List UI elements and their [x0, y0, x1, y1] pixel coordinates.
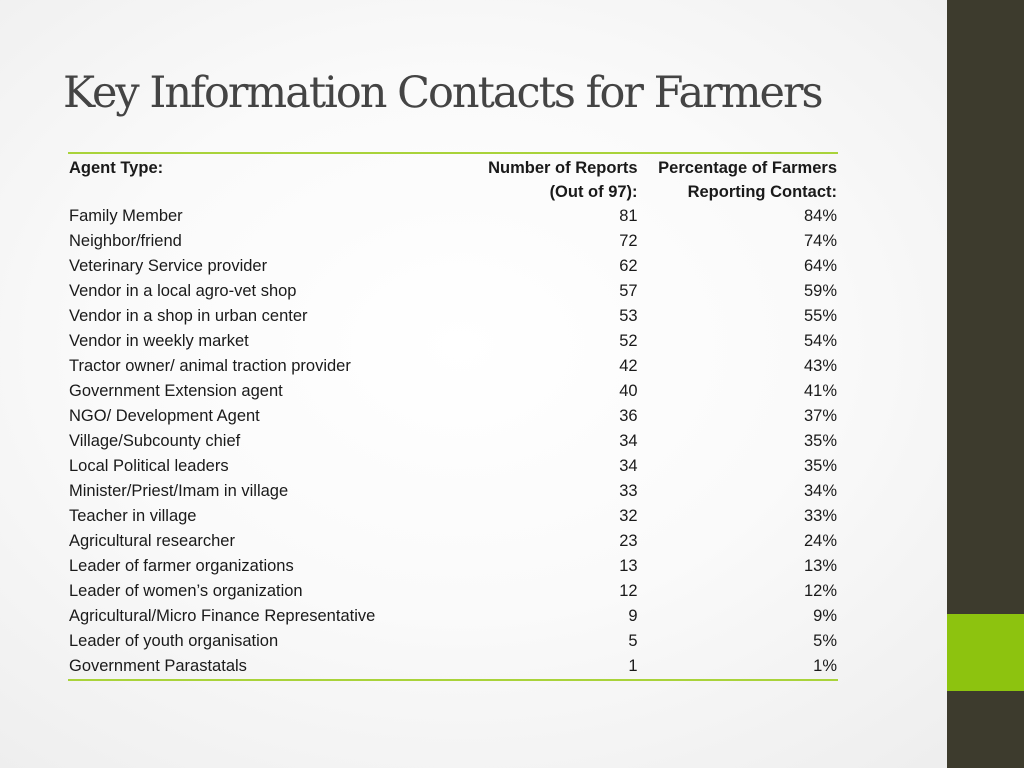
header-percentage: Percentage of Farmers Reporting Contact: — [658, 159, 837, 201]
cell-percentage: 24% — [803, 532, 837, 550]
table-row: Government Extension agent 40 41% — [68, 379, 838, 404]
cell-number-of-reports: 34 — [619, 432, 638, 450]
cell-agent-type: Neighbor/friend — [69, 232, 182, 250]
cell-percentage: 9% — [813, 607, 837, 625]
cell-number-of-reports: 5 — [628, 632, 638, 650]
cell-agent-type: Agricultural/Micro Finance Representativ… — [69, 607, 376, 625]
table-row: Veterinary Service provider 62 64% — [68, 254, 838, 279]
table-row: Leader of farmer organizations 13 13% — [68, 554, 838, 579]
cell-agent-type: Leader of youth organisation — [69, 632, 279, 650]
cell-agent-type: Tractor owner/ animal traction provider — [69, 357, 351, 375]
cell-agent-type: Village/Subcounty chief — [69, 432, 241, 450]
cell-percentage: 64% — [803, 257, 837, 275]
table-row: Agricultural/Micro Finance Representativ… — [68, 604, 838, 629]
cell-percentage: 33% — [803, 507, 837, 525]
table-row: Family Member 81 84% — [68, 204, 838, 229]
table-row: Teacher in village 32 33% — [68, 504, 838, 529]
cell-number-of-reports: 36 — [619, 407, 638, 425]
cell-number-of-reports: 57 — [619, 282, 638, 300]
cell-number-of-reports: 23 — [619, 532, 638, 550]
cell-number-of-reports: 12 — [619, 582, 638, 600]
cell-percentage: 59% — [803, 282, 837, 300]
accent-block — [947, 614, 1024, 691]
cell-number-of-reports: 72 — [619, 232, 638, 250]
cell-number-of-reports: 81 — [619, 207, 638, 225]
cell-number-of-reports: 62 — [619, 257, 638, 275]
cell-agent-type: Vendor in weekly market — [69, 332, 249, 350]
cell-percentage: 74% — [803, 232, 837, 250]
table-row: Vendor in a shop in urban center 53 55% — [68, 304, 838, 329]
table-row: Tractor owner/ animal traction provider 4… — [68, 354, 838, 379]
cell-number-of-reports: 1 — [628, 657, 638, 675]
table-row: Vendor in a local agro-vet shop 57 59% — [68, 279, 838, 304]
cell-agent-type: Leader of farmer organizations — [69, 557, 294, 575]
slide-title: Key Information Contacts for Farmers — [63, 68, 824, 118]
table-row: Vendor in weekly market 52 54% — [68, 329, 838, 354]
cell-percentage: 13% — [803, 557, 837, 575]
cell-percentage: 35% — [803, 457, 837, 475]
table-row: Leader of women’s organization 12 12% — [68, 579, 838, 604]
table-header-row: Agent Type: Number of Reports (Out of 97… — [68, 153, 838, 204]
cell-percentage: 55% — [803, 307, 837, 325]
cell-agent-type: Teacher in village — [69, 507, 197, 525]
cell-number-of-reports: 32 — [619, 507, 638, 525]
table-body: Family Member 81 84% Neighbor/friend 72 74% Ve… — [68, 204, 838, 680]
cell-number-of-reports: 42 — [619, 357, 638, 375]
cell-percentage: 1% — [813, 657, 837, 675]
table-row: Leader of youth organisation 5 5% — [68, 629, 838, 654]
cell-agent-type: Government Extension agent — [69, 382, 283, 400]
cell-number-of-reports: 33 — [619, 482, 638, 500]
cell-agent-type: Local Political leaders — [69, 457, 229, 475]
cell-number-of-reports: 34 — [619, 457, 638, 475]
cell-agent-type: Vendor in a local agro-vet shop — [69, 282, 297, 300]
table-row: Village/Subcounty chief 34 35% — [68, 429, 838, 454]
contacts-table-container: Agent Type: Number of Reports (Out of 97… — [68, 152, 838, 681]
cell-number-of-reports: 13 — [619, 557, 638, 575]
cell-agent-type: Agricultural researcher — [69, 532, 235, 550]
cell-agent-type: Family Member — [69, 207, 183, 225]
table-row: Minister/Priest/Imam in village 33 34% — [68, 479, 838, 504]
cell-agent-type: Leader of women’s organization — [69, 582, 303, 600]
table-row: Local Political leaders 34 35% — [68, 454, 838, 479]
cell-number-of-reports: 9 — [628, 607, 638, 625]
cell-number-of-reports: 52 — [619, 332, 638, 350]
cell-percentage: 84% — [803, 207, 837, 225]
table-row: Agricultural researcher 23 24% — [68, 529, 838, 554]
cell-percentage: 5% — [813, 632, 837, 650]
header-number-of-reports: Number of Reports (Out of 97): — [488, 159, 638, 201]
table-row: Government Parastatals 1 1% — [68, 654, 838, 680]
cell-number-of-reports: 53 — [619, 307, 638, 325]
contacts-table: Agent Type: Number of Reports (Out of 97… — [68, 152, 838, 681]
cell-percentage: 34% — [803, 482, 837, 500]
cell-number-of-reports: 40 — [619, 382, 638, 400]
cell-agent-type: NGO/ Development Agent — [69, 407, 260, 425]
cell-agent-type: Vendor in a shop in urban center — [69, 307, 308, 325]
header-agent-type: Agent Type: — [69, 159, 164, 177]
cell-percentage: 12% — [803, 582, 837, 600]
table-row: Neighbor/friend 72 74% — [68, 229, 838, 254]
cell-agent-type: Veterinary Service provider — [69, 257, 268, 275]
cell-percentage: 41% — [803, 382, 837, 400]
cell-percentage: 54% — [803, 332, 837, 350]
table-row: NGO/ Development Agent 36 37% — [68, 404, 838, 429]
cell-agent-type: Minister/Priest/Imam in village — [69, 482, 289, 500]
cell-percentage: 35% — [803, 432, 837, 450]
cell-percentage: 43% — [803, 357, 837, 375]
cell-agent-type: Government Parastatals — [69, 657, 247, 675]
cell-percentage: 37% — [803, 407, 837, 425]
